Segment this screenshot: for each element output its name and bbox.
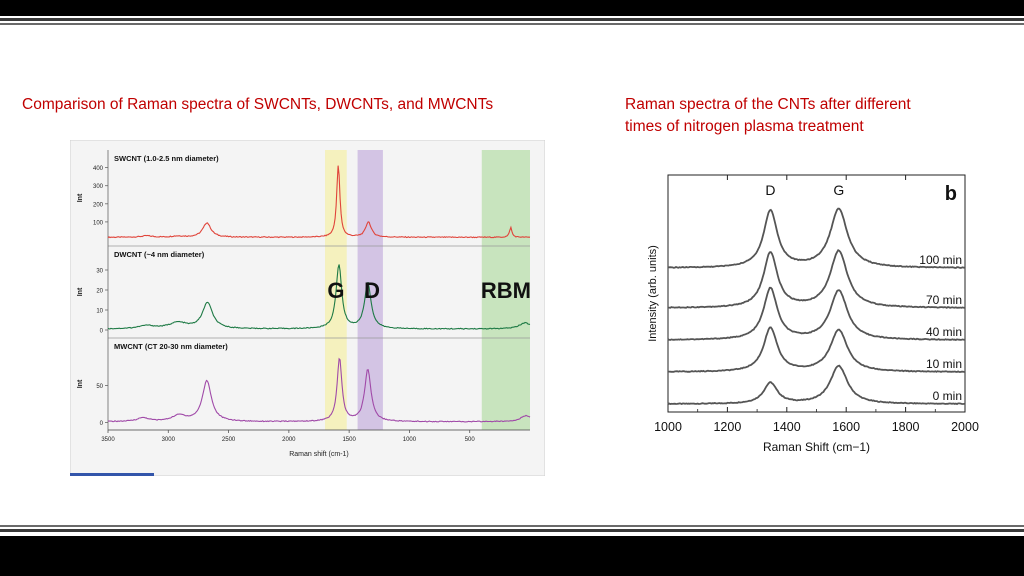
left-x-tick-label: 2000 <box>282 437 296 443</box>
swcnt-spectrum-line <box>107 165 531 239</box>
right-series-label: 10 min <box>926 357 962 371</box>
right-x-tick-label: 2000 <box>951 420 979 434</box>
bottom-bar <box>0 536 1024 576</box>
right-x-tick-label: 1400 <box>773 420 801 434</box>
dwcnt-panel-label: DWCNT (~4 nm diameter) <box>114 250 205 259</box>
right-plot-frame <box>667 174 966 413</box>
swcnt-y-tick-label: 100 <box>93 220 104 226</box>
left-x-tick-label: 500 <box>465 437 476 443</box>
right-x-tick-label: 1200 <box>713 420 741 434</box>
swcnt-y-tick-label: 200 <box>93 202 104 208</box>
mwcnt-y-tick-label: 0 <box>100 421 104 427</box>
right-x-tick-label: 1000 <box>654 420 682 434</box>
left-x-axis-label: Raman shift (cm-1) <box>289 451 349 458</box>
swcnt-y-tick-label: 300 <box>93 184 104 190</box>
right-series-label: 40 min <box>926 325 962 339</box>
right-x-axis-label: Raman Shift (cm−1) <box>763 440 870 454</box>
left-x-tick-label: 3000 <box>162 437 176 443</box>
mwcnt-panel-label: MWCNT (CT 20-30 nm diameter) <box>114 342 228 351</box>
dwcnt-spectrum-line <box>107 264 531 330</box>
right-y-axis-label: Intensity (arb. units) <box>647 245 659 342</box>
swcnt-y-label: Int <box>77 193 84 202</box>
mwcnt-y-tick-label: 50 <box>96 384 103 390</box>
swcnt-panel-label: SWCNT (1.0-2.5 nm diameter) <box>114 154 219 163</box>
top-divider <box>0 18 1024 21</box>
nitrogen-plasma-raman-chart: 1000 1200 1400 1600 1800 2000 Raman Shift (cm−… <box>647 174 979 454</box>
annotation-g: G <box>327 278 344 303</box>
left-chart-accent-line <box>70 473 154 476</box>
right-spectrum-10-min <box>668 326 966 373</box>
right-peak-label-g: G <box>833 182 844 198</box>
right-series-label: 0 min <box>933 389 962 403</box>
right-spectrum-40-min <box>667 286 966 341</box>
left-figure-caption: Comparison of Raman spectra of SWCNTs, D… <box>22 96 494 113</box>
dwcnt-y-tick-label: 10 <box>96 309 103 315</box>
right-caption-line2: times of nitrogen plasma treatment <box>625 118 864 135</box>
swcnt-y-tick-label: 400 <box>93 166 104 172</box>
left-chart-frame <box>70 140 545 476</box>
mwcnt-y-label: Int <box>77 379 84 388</box>
annotation-d: D <box>364 278 380 303</box>
bottom-divider-thin <box>0 525 1024 527</box>
right-x-tick-label: 1800 <box>892 420 920 434</box>
top-divider-thin <box>0 23 1024 25</box>
right-panel-letter: b <box>945 183 957 205</box>
left-x-tick-label: 3500 <box>101 437 115 443</box>
band-rbm <box>481 150 530 430</box>
right-spectrum-100-min <box>668 207 966 269</box>
right-caption-line1: Raman spectra of the CNTs after differen… <box>625 96 911 113</box>
dwcnt-y-tick-label: 30 <box>96 269 103 275</box>
right-spectrum-0-min <box>667 364 966 406</box>
right-spectrum-70-min <box>668 248 966 309</box>
left-x-tick-label: 1000 <box>403 437 417 443</box>
mwcnt-spectrum-line <box>108 357 531 423</box>
bottom-divider <box>0 529 1024 532</box>
right-figure-caption: Raman spectra of the CNTs after differen… <box>625 94 1005 138</box>
dwcnt-y-label: Int <box>77 287 84 296</box>
dwcnt-y-tick-label: 20 <box>96 289 103 295</box>
left-x-tick-label: 1500 <box>342 437 356 443</box>
dwcnt-y-tick-label: 0 <box>100 329 104 335</box>
right-series-label: 100 min <box>919 253 962 267</box>
top-bar <box>0 0 1024 16</box>
right-series-label: 70 min <box>926 293 962 307</box>
right-x-tick-label: 1600 <box>832 420 860 434</box>
annotation-rbm: RBM <box>481 278 531 303</box>
left-x-tick-label: 2500 <box>222 437 236 443</box>
right-peak-label-d: D <box>765 182 775 198</box>
